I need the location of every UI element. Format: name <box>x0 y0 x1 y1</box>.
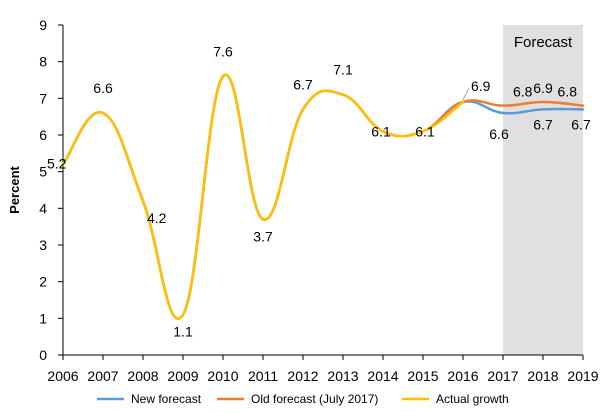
data-label: 4.2 <box>147 210 167 226</box>
y-tick-label: 7 <box>39 90 47 106</box>
y-tick-label: 9 <box>39 17 47 33</box>
x-tick-label: 2018 <box>527 368 558 384</box>
data-label: 6.6 <box>489 126 509 142</box>
legend-label-0: New forecast <box>131 392 202 406</box>
x-tick-label: 2008 <box>127 368 158 384</box>
data-label: 6.1 <box>371 123 391 139</box>
x-tick-label: 2012 <box>287 368 318 384</box>
data-label: 6.8 <box>558 84 578 100</box>
y-tick-label: 1 <box>39 310 47 326</box>
x-tick-label: 2015 <box>407 368 438 384</box>
forecast-label: Forecast <box>514 34 573 51</box>
data-label: 5.2 <box>47 155 67 171</box>
x-tick-label: 2006 <box>47 368 78 384</box>
x-tick-label: 2019 <box>567 368 598 384</box>
data-label: 6.7 <box>533 116 553 132</box>
data-label: 3.7 <box>253 228 273 244</box>
legend-label-2: Actual growth <box>436 392 509 406</box>
data-label: 6.9 <box>471 78 491 94</box>
data-label: 1.1 <box>173 324 193 340</box>
x-tick-label: 2011 <box>248 368 278 384</box>
x-tick-label: 2009 <box>167 368 198 384</box>
data-label: 6.7 <box>293 76 313 92</box>
y-tick-label: 3 <box>39 237 47 253</box>
x-tick-label: 2007 <box>87 368 118 384</box>
y-tick-label: 2 <box>39 274 47 290</box>
x-tick-label: 2013 <box>327 368 358 384</box>
x-tick-label: 2016 <box>447 368 478 384</box>
y-tick-label: 4 <box>39 200 47 216</box>
data-label: 6.1 <box>415 123 435 139</box>
y-tick-label: 8 <box>39 54 47 70</box>
data-label: 7.6 <box>213 43 233 59</box>
y-axis-title: Percent <box>7 165 22 213</box>
x-tick-label: 2017 <box>487 368 518 384</box>
x-tick-label: 2010 <box>207 368 238 384</box>
data-label: 6.8 <box>513 84 533 100</box>
data-label: 6.7 <box>571 116 591 132</box>
legend-label-1: Old forecast (July 2017) <box>251 392 378 406</box>
leader-line <box>462 87 470 101</box>
series-line-2 <box>61 73 465 320</box>
data-label: 6.9 <box>533 80 553 96</box>
y-tick-label: 6 <box>39 127 47 143</box>
data-label: 6.6 <box>93 80 113 96</box>
y-tick-label: 5 <box>39 164 47 180</box>
forecast-region <box>503 25 583 355</box>
data-label: 7.1 <box>333 62 353 78</box>
x-tick-label: 2014 <box>367 368 398 384</box>
y-tick-label: 0 <box>39 347 47 363</box>
